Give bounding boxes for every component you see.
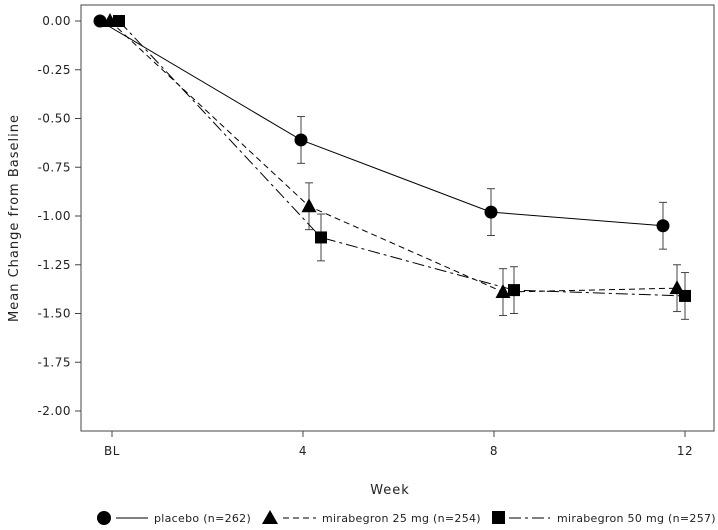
- data-point-circle: [294, 133, 308, 147]
- data-point-square: [508, 284, 520, 297]
- y-tick-label: -1.75: [37, 355, 71, 369]
- x-tick-label: 12: [677, 444, 693, 458]
- legend-marker-circle: [97, 511, 111, 525]
- data-point-square: [315, 231, 327, 244]
- series-layer: [93, 13, 691, 320]
- legend-marker-square: [492, 511, 505, 524]
- data-point-triangle: [301, 198, 317, 213]
- series-line: [109, 20, 678, 293]
- series-line: [118, 20, 686, 297]
- y-axis: 0.00 -0.25 -0.50 -0.75 -1.00 -1.25 -1.50 -1.75 -…: [37, 14, 81, 418]
- x-tick-label: 8: [490, 444, 498, 458]
- data-point-square: [113, 15, 125, 27]
- y-tick-label: -2.00: [37, 404, 71, 418]
- legend-label-placebo: placebo (n=262): [154, 512, 251, 525]
- data-point-square: [679, 289, 691, 302]
- legend-item-mirabegron-50: mirabegron 50 mg (n=257): [492, 511, 716, 525]
- y-tick-label: -0.50: [37, 112, 71, 126]
- y-tick-label: -0.75: [37, 160, 71, 174]
- data-point-circle: [656, 219, 670, 233]
- y-tick-label: 0.00: [42, 14, 71, 28]
- data-point-circle: [93, 14, 107, 28]
- series-line: [99, 20, 664, 227]
- legend: placebo (n=262) mirabegron 25 mg (n=254)…: [97, 510, 716, 525]
- y-axis-title: Mean Change from Baseline: [7, 114, 22, 322]
- legend-label-mirabegron-25: mirabegron 25 mg (n=254): [322, 512, 481, 525]
- data-point-triangle: [495, 284, 511, 299]
- y-tick-label: -1.25: [37, 258, 71, 272]
- x-axis-title: Week: [370, 483, 410, 498]
- series-1: [93, 14, 670, 250]
- series-2: [102, 13, 685, 316]
- y-tick-label: -0.25: [37, 63, 71, 77]
- x-tick-label: BL: [104, 444, 120, 458]
- legend-item-placebo: placebo (n=262): [97, 511, 251, 525]
- y-tick-label: -1.00: [37, 209, 71, 223]
- data-point-circle: [484, 205, 498, 219]
- legend-marker-triangle: [262, 510, 278, 524]
- series-3: [113, 15, 691, 320]
- legend-label-mirabegron-50: mirabegron 50 mg (n=257): [557, 512, 716, 525]
- plot-frame: [80, 4, 715, 432]
- x-tick-label: 4: [299, 444, 307, 458]
- legend-item-mirabegron-25: mirabegron 25 mg (n=254): [262, 510, 481, 525]
- x-axis: BL 4 8 12: [104, 431, 693, 458]
- y-tick-label: -1.50: [37, 307, 71, 321]
